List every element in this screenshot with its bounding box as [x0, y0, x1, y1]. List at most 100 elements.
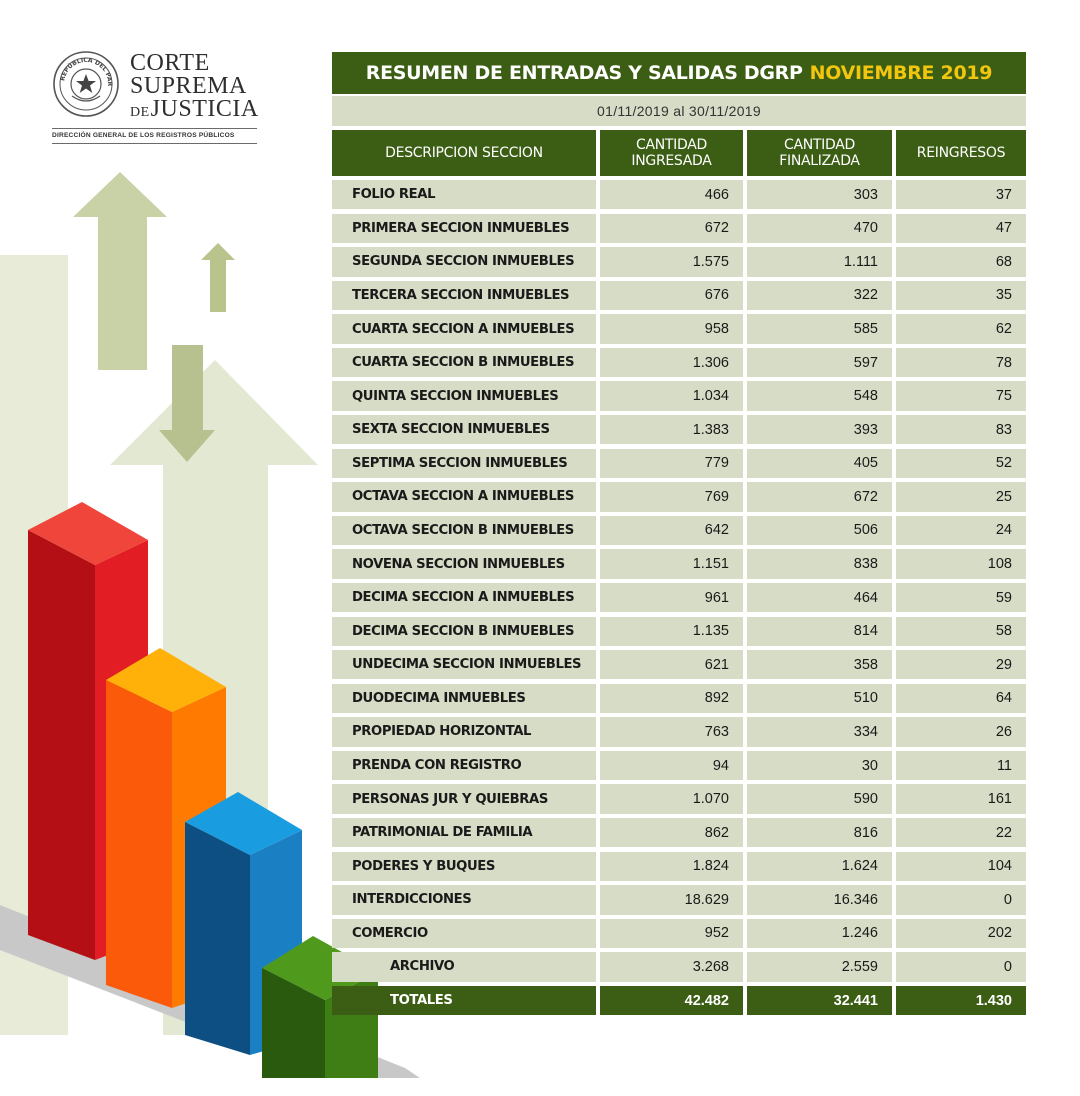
cantidad-ingresada-cell: 862	[600, 817, 743, 848]
row-label: PODERES Y BUQUES	[332, 851, 596, 881]
orange-bar-top	[106, 648, 226, 712]
cantidad-finalizada-cell: 2.559	[747, 952, 892, 982]
cantidad-finalizada-cell: 838	[747, 549, 892, 579]
row-label: COMERCIO	[332, 918, 596, 949]
row-label: DECIMA SECCION B INMUEBLES	[332, 616, 596, 646]
table-row: PRIMERA SECCION INMUEBLES 672 470 47	[332, 213, 1026, 243]
cantidad-ingresada-cell: 1.070	[600, 784, 743, 814]
row-label: CUARTA SECCION A INMUEBLES	[332, 314, 596, 344]
row-label: PRIMERA SECCION INMUEBLES	[332, 213, 596, 243]
cantidad-ingresada-cell: 621	[600, 650, 743, 680]
red-bar-front	[28, 530, 95, 960]
red-bar-top	[28, 502, 148, 565]
cantidad-ingresada-cell: 961	[600, 582, 743, 613]
table-row: ARCHIVO 3.268 2.559 0	[332, 952, 1026, 982]
table-row: SEPTIMA SECCION INMUEBLES 779 405 52	[332, 448, 1026, 479]
table-row: DUODECIMA INMUEBLES 892 510 64	[332, 683, 1026, 714]
cantidad-finalizada-cell: 464	[747, 582, 892, 613]
cantidad-finalizada-cell: 816	[747, 817, 892, 848]
cantidad-finalizada-cell: 506	[747, 515, 892, 546]
date-range: 01/11/2019 al 30/11/2019	[332, 96, 1026, 126]
arrow-up-large-icon	[73, 172, 167, 370]
cantidad-finalizada-cell: 30	[747, 750, 892, 781]
cantidad-finalizada-cell: 470	[747, 213, 892, 243]
row-label: OCTAVA SECCION B INMUEBLES	[332, 515, 596, 546]
cantidad-finalizada-cell: 510	[747, 683, 892, 714]
green-bar-top	[262, 936, 378, 1000]
row-label: DUODECIMA INMUEBLES	[332, 683, 596, 714]
title-main: RESUMEN DE ENTRADAS Y SALIDAS DGRP	[365, 62, 803, 84]
reingresos-cell: 108	[896, 549, 1026, 579]
row-label: CUARTA SECCION B INMUEBLES	[332, 347, 596, 378]
cantidad-finalizada-cell: 1.111	[747, 247, 892, 277]
title-highlight: NOVIEMBRE 2019	[809, 62, 993, 84]
row-label: TERCERA SECCION INMUEBLES	[332, 280, 596, 311]
cantidad-finalizada-cell: 303	[747, 180, 892, 210]
row-label: DECIMA SECCION A INMUEBLES	[332, 582, 596, 613]
reingresos-cell: 68	[896, 247, 1026, 277]
reingresos-cell: 26	[896, 717, 1026, 747]
row-label: NOVENA SECCION INMUEBLES	[332, 549, 596, 579]
table-header-row: DESCRIPCION SECCION CANTIDAD INGRESADA C…	[332, 130, 1026, 176]
reingresos-cell: 29	[896, 650, 1026, 680]
cantidad-finalizada-cell: 322	[747, 280, 892, 311]
reingresos-cell: 24	[896, 515, 1026, 546]
reingresos-cell: 22	[896, 817, 1026, 848]
table-row: PATRIMONIAL DE FAMILIA 862 816 22	[332, 817, 1026, 848]
cantidad-finalizada-cell: 358	[747, 650, 892, 680]
cantidad-finalizada-cell: 16.346	[747, 885, 892, 915]
row-label: SEPTIMA SECCION INMUEBLES	[332, 448, 596, 479]
table-row: FOLIO REAL 466 303 37	[332, 180, 1026, 210]
table-row: CUARTA SECCION A INMUEBLES 958 585 62	[332, 314, 1026, 344]
paraguay-seal-icon: REPÚBLICA DEL PARAGUAY	[52, 50, 119, 117]
logo-subtitle: DIRECCIÓN GENERAL DE LOS REGISTROS PÚBLI…	[52, 132, 235, 139]
cantidad-ingresada-cell: 1.824	[600, 851, 743, 881]
cantidad-ingresada-cell: 763	[600, 717, 743, 747]
cantidad-finalizada-cell: 585	[747, 314, 892, 344]
cantidad-ingresada-cell: 1.383	[600, 415, 743, 445]
blue-bar-top	[185, 792, 302, 855]
cantidad-ingresada-cell: 958	[600, 314, 743, 344]
table-row: PODERES Y BUQUES 1.824 1.624 104	[332, 851, 1026, 881]
cantidad-finalizada-cell: 548	[747, 381, 892, 411]
column-header-reingresos: REINGRESOS	[896, 130, 1026, 176]
cantidad-ingresada-cell: 672	[600, 213, 743, 243]
decorative-bar-illustration	[0, 172, 420, 1078]
row-label: FOLIO REAL	[332, 180, 596, 210]
reingresos-cell: 0	[896, 952, 1026, 982]
row-label: UNDECIMA SECCION INMUEBLES	[332, 650, 596, 680]
cantidad-ingresada-cell: 466	[600, 180, 743, 210]
row-label: INTERDICCIONES	[332, 885, 596, 915]
cantidad-ingresada-cell: 1.151	[600, 549, 743, 579]
row-label: OCTAVA SECCION A INMUEBLES	[332, 482, 596, 512]
cantidad-ingresada-cell: 642	[600, 515, 743, 546]
cantidad-ingresada-cell: 1.575	[600, 247, 743, 277]
table-row: OCTAVA SECCION B INMUEBLES 642 506 24	[332, 515, 1026, 546]
total-reingresos-cell: 1.430	[896, 985, 1026, 1016]
row-label: PRENDA CON REGISTRO	[332, 750, 596, 781]
reingresos-cell: 59	[896, 582, 1026, 613]
table-row: COMERCIO 952 1.246 202	[332, 918, 1026, 949]
cantidad-finalizada-cell: 334	[747, 717, 892, 747]
green-bar-front	[262, 968, 325, 1078]
reingresos-cell: 35	[896, 280, 1026, 311]
reingresos-cell: 47	[896, 213, 1026, 243]
reingresos-cell: 104	[896, 851, 1026, 881]
blue-bar-front	[185, 822, 250, 1055]
cantidad-ingresada-cell: 3.268	[600, 952, 743, 982]
table-row: SEXTA SECCION INMUEBLES 1.383 393 83	[332, 415, 1026, 445]
cantidad-ingresada-cell: 1.034	[600, 381, 743, 411]
arrow-up-small-icon	[201, 243, 235, 312]
reingresos-cell: 0	[896, 885, 1026, 915]
reingresos-cell: 58	[896, 616, 1026, 646]
column-header-finalizada: CANTIDAD FINALIZADA	[747, 130, 892, 176]
reingresos-cell: 78	[896, 347, 1026, 378]
table-row: PRENDA CON REGISTRO 94 30 11	[332, 750, 1026, 781]
cantidad-ingresada-cell: 676	[600, 280, 743, 311]
table-row: INTERDICCIONES 18.629 16.346 0	[332, 885, 1026, 915]
cantidad-ingresada-cell: 779	[600, 448, 743, 479]
summary-table: RESUMEN DE ENTRADAS Y SALIDAS DGRP NOVIE…	[332, 52, 1026, 1019]
table-row: PROPIEDAD HORIZONTAL 763 334 26	[332, 717, 1026, 747]
reingresos-cell: 64	[896, 683, 1026, 714]
cantidad-ingresada-cell: 952	[600, 918, 743, 949]
